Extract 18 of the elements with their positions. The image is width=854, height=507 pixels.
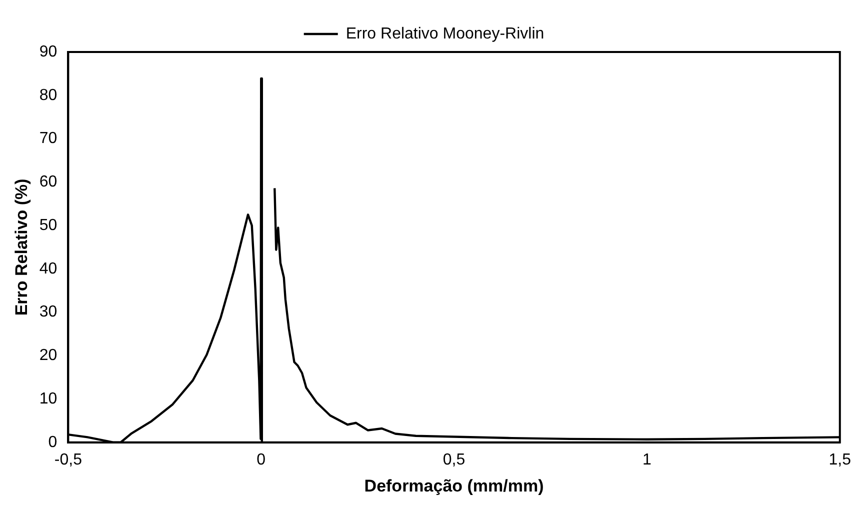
y-tick-label: 30	[39, 304, 58, 321]
x-tick-label: 0	[256, 451, 266, 468]
y-tick-label: 20	[39, 347, 58, 364]
x-axis-title: Deformação (mm/mm)	[364, 476, 544, 496]
legend-label: Erro Relativo Mooney-Rivlin	[346, 25, 544, 42]
y-tick-label: 50	[39, 216, 58, 234]
x-tick-label: 1	[642, 451, 652, 468]
y-tick-label: 90	[39, 43, 58, 60]
x-tick-label: 1,5	[828, 451, 852, 468]
y-tick-label: 60	[39, 174, 58, 191]
y-tick-label: 40	[39, 260, 58, 278]
x-tick-label: 0,5	[442, 451, 466, 468]
y-tick-label: 0	[48, 434, 58, 451]
y-tick-label: 10	[39, 390, 58, 408]
y-tick-label: 70	[39, 130, 58, 148]
x-tick-label: -0,5	[54, 451, 82, 468]
y-tick-label: 80	[39, 86, 58, 104]
y-axis-title: Erro Relativo (%)	[12, 178, 31, 316]
